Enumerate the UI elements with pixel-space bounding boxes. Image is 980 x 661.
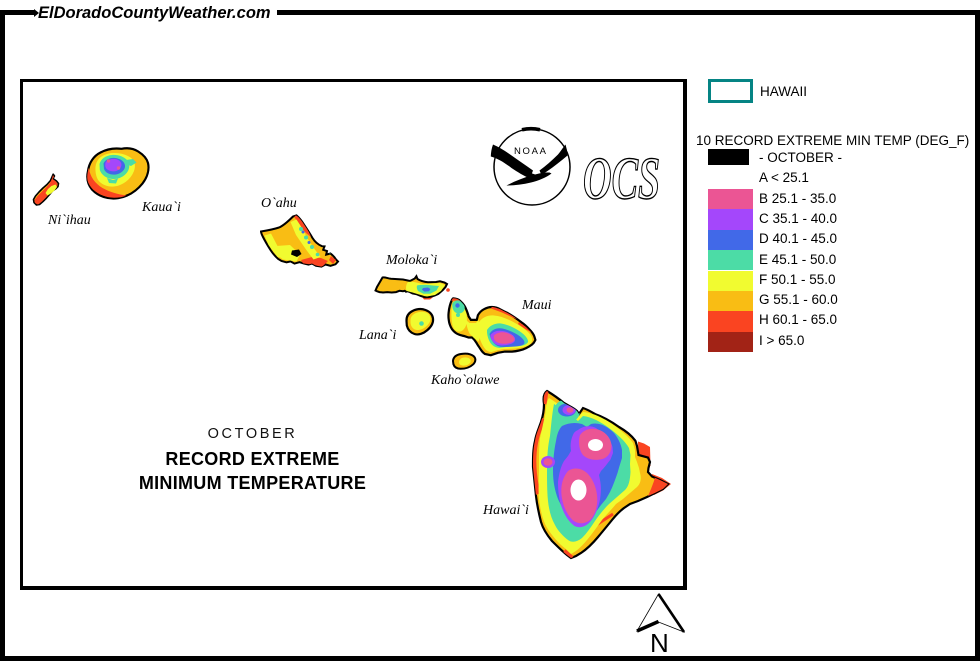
svg-text:N: N [650, 628, 669, 658]
svg-text:OCS: OCS [583, 146, 660, 212]
